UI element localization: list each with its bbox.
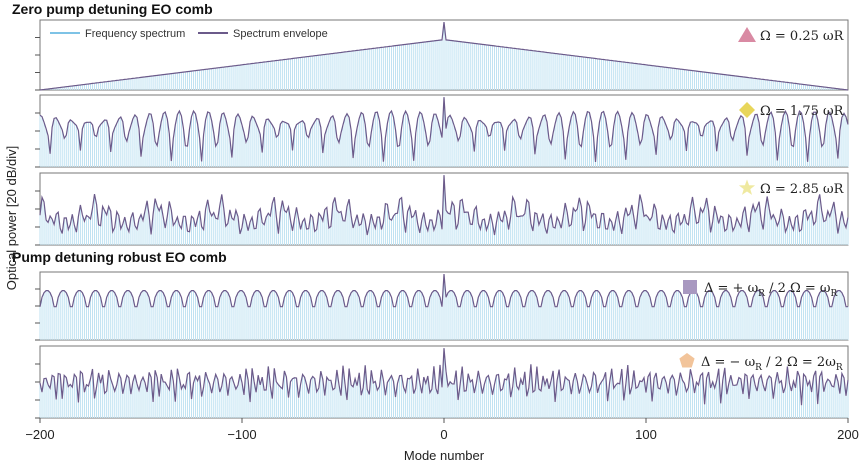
x-tick-label: −200 xyxy=(25,427,54,442)
panel-3 xyxy=(35,172,849,246)
x-tick-label: 100 xyxy=(635,427,657,442)
panel-annotation-3: Ω = 2.85 ωR xyxy=(760,182,845,197)
legend: Frequency spectrum Spectrum envelope xyxy=(50,28,328,40)
panel-2 xyxy=(35,94,849,168)
square-marker-icon xyxy=(683,280,697,294)
panel-annotation-1: Ω = 0.25 ωR xyxy=(760,29,845,44)
triangle-marker-icon xyxy=(738,27,756,42)
y-axis-label: Optical power [20 dB/div] xyxy=(4,146,19,291)
x-tick-label: 0 xyxy=(440,427,447,442)
panel-5: Δ = − ωR / 2 Ω = 2ωR xyxy=(35,345,849,419)
envelope-line xyxy=(39,97,849,163)
legend-label-envelope: Spectrum envelope xyxy=(233,28,328,40)
section-title-zero: Zero pump detuning EO comb xyxy=(12,1,213,17)
panel-annotation: Δ = − ωR / 2 Ω = 2ωR xyxy=(701,355,843,373)
envelope-line xyxy=(39,175,849,236)
section-title-robust: Pump detuning robust EO comb xyxy=(12,249,227,265)
legend-label-spectrum: Frequency spectrum xyxy=(85,28,185,40)
panel-annotations-top: Ω = 0.25 ωR Ω = 1.75 ωR Ω = 2.85 ωR xyxy=(760,29,845,197)
envelope-line xyxy=(39,273,848,308)
panel-1 xyxy=(35,19,849,91)
panel-4: Δ = + ωR / 2 Ω = ωR xyxy=(35,271,849,341)
envelope-line xyxy=(39,348,849,406)
pentagon-marker-icon xyxy=(679,353,695,368)
diamond-marker-icon xyxy=(739,102,755,118)
envelope-line xyxy=(39,22,849,91)
x-axis-label: Mode number xyxy=(404,448,485,463)
x-tick-label: −100 xyxy=(227,427,256,442)
x-tick-label: 200 xyxy=(837,427,859,442)
panel-annotation-2: Ω = 1.75 ωR xyxy=(760,104,845,119)
panel-annotation: Δ = + ωR / 2 Ω = ωR xyxy=(704,281,838,299)
star-marker-icon xyxy=(738,179,756,195)
